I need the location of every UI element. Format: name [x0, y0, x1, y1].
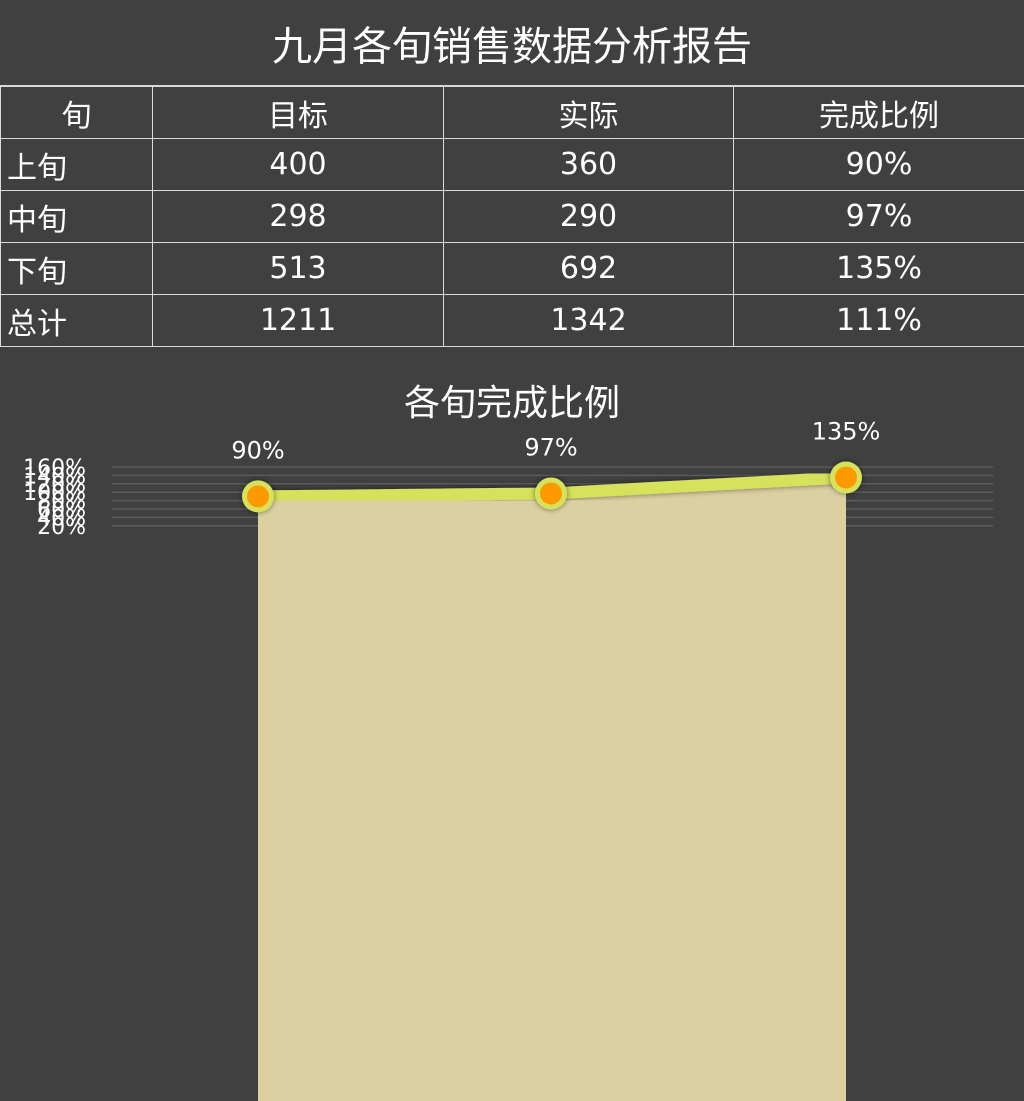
data-label: 90% [231, 436, 284, 464]
actual-cell: 290 [443, 190, 734, 243]
row-label: 下旬 [0, 242, 153, 295]
y-tick-label: 140% [23, 464, 86, 489]
y-tick-label: 160% [23, 456, 86, 481]
rate-cell: 111% [733, 294, 1024, 347]
target-cell: 513 [152, 242, 444, 295]
target-cell: 400 [152, 138, 444, 191]
y-tick-label: 80% [37, 490, 86, 515]
table-row: 上旬 400 360 90% [0, 138, 1024, 191]
actual-cell: 692 [443, 242, 734, 295]
series-area [258, 477, 846, 1101]
actual-cell: 1342 [443, 294, 734, 347]
data-point-marker-core [835, 466, 857, 489]
y-tick-label: 20% [37, 515, 86, 540]
row-label: 上旬 [0, 138, 153, 191]
row-label: 总计 [0, 294, 153, 347]
y-tick-label: 60% [37, 498, 86, 523]
header-period: 旬 [0, 86, 153, 139]
report-title: 九月各旬销售数据分析报告 [0, 0, 1024, 86]
y-tick-label: 100% [23, 481, 86, 506]
chart-title: 各旬完成比例 [404, 383, 620, 424]
sales-table: 旬 目标 实际 完成比例 上旬 400 360 90% 中旬 298 290 9… [0, 86, 1024, 347]
y-tick-label: 40% [37, 506, 86, 531]
target-cell: 298 [152, 190, 444, 243]
row-label: 中旬 [0, 190, 153, 243]
target-cell: 1211 [152, 294, 444, 347]
data-label: 97% [524, 433, 577, 461]
table-header-row: 旬 目标 实际 完成比例 [0, 86, 1024, 139]
table-row-total: 总计 1211 1342 111% [0, 294, 1024, 347]
rate-cell: 135% [733, 242, 1024, 295]
header-actual: 实际 [443, 86, 734, 139]
chart-svg: 20%40%60%80%100%120%140%160% 90% 97%135% … [23, 383, 993, 1101]
header-completion-rate: 完成比例 [733, 86, 1024, 139]
data-label: 135% [812, 418, 881, 446]
header-target: 目标 [152, 86, 444, 139]
table-row: 中旬 298 290 97% [0, 190, 1024, 243]
rate-cell: 97% [733, 190, 1024, 243]
data-point-marker-core [247, 485, 269, 508]
table-row: 下旬 513 692 135% [0, 242, 1024, 295]
data-point-marker-core [540, 482, 562, 505]
rate-cell: 90% [733, 138, 1024, 191]
completion-rate-chart: 20% 40% 60% 80% 100% 120% 140% 160% 90% 97% 135% … [0, 347, 1024, 1101]
actual-cell: 360 [443, 138, 734, 191]
y-tick-label: 120% [23, 473, 86, 498]
